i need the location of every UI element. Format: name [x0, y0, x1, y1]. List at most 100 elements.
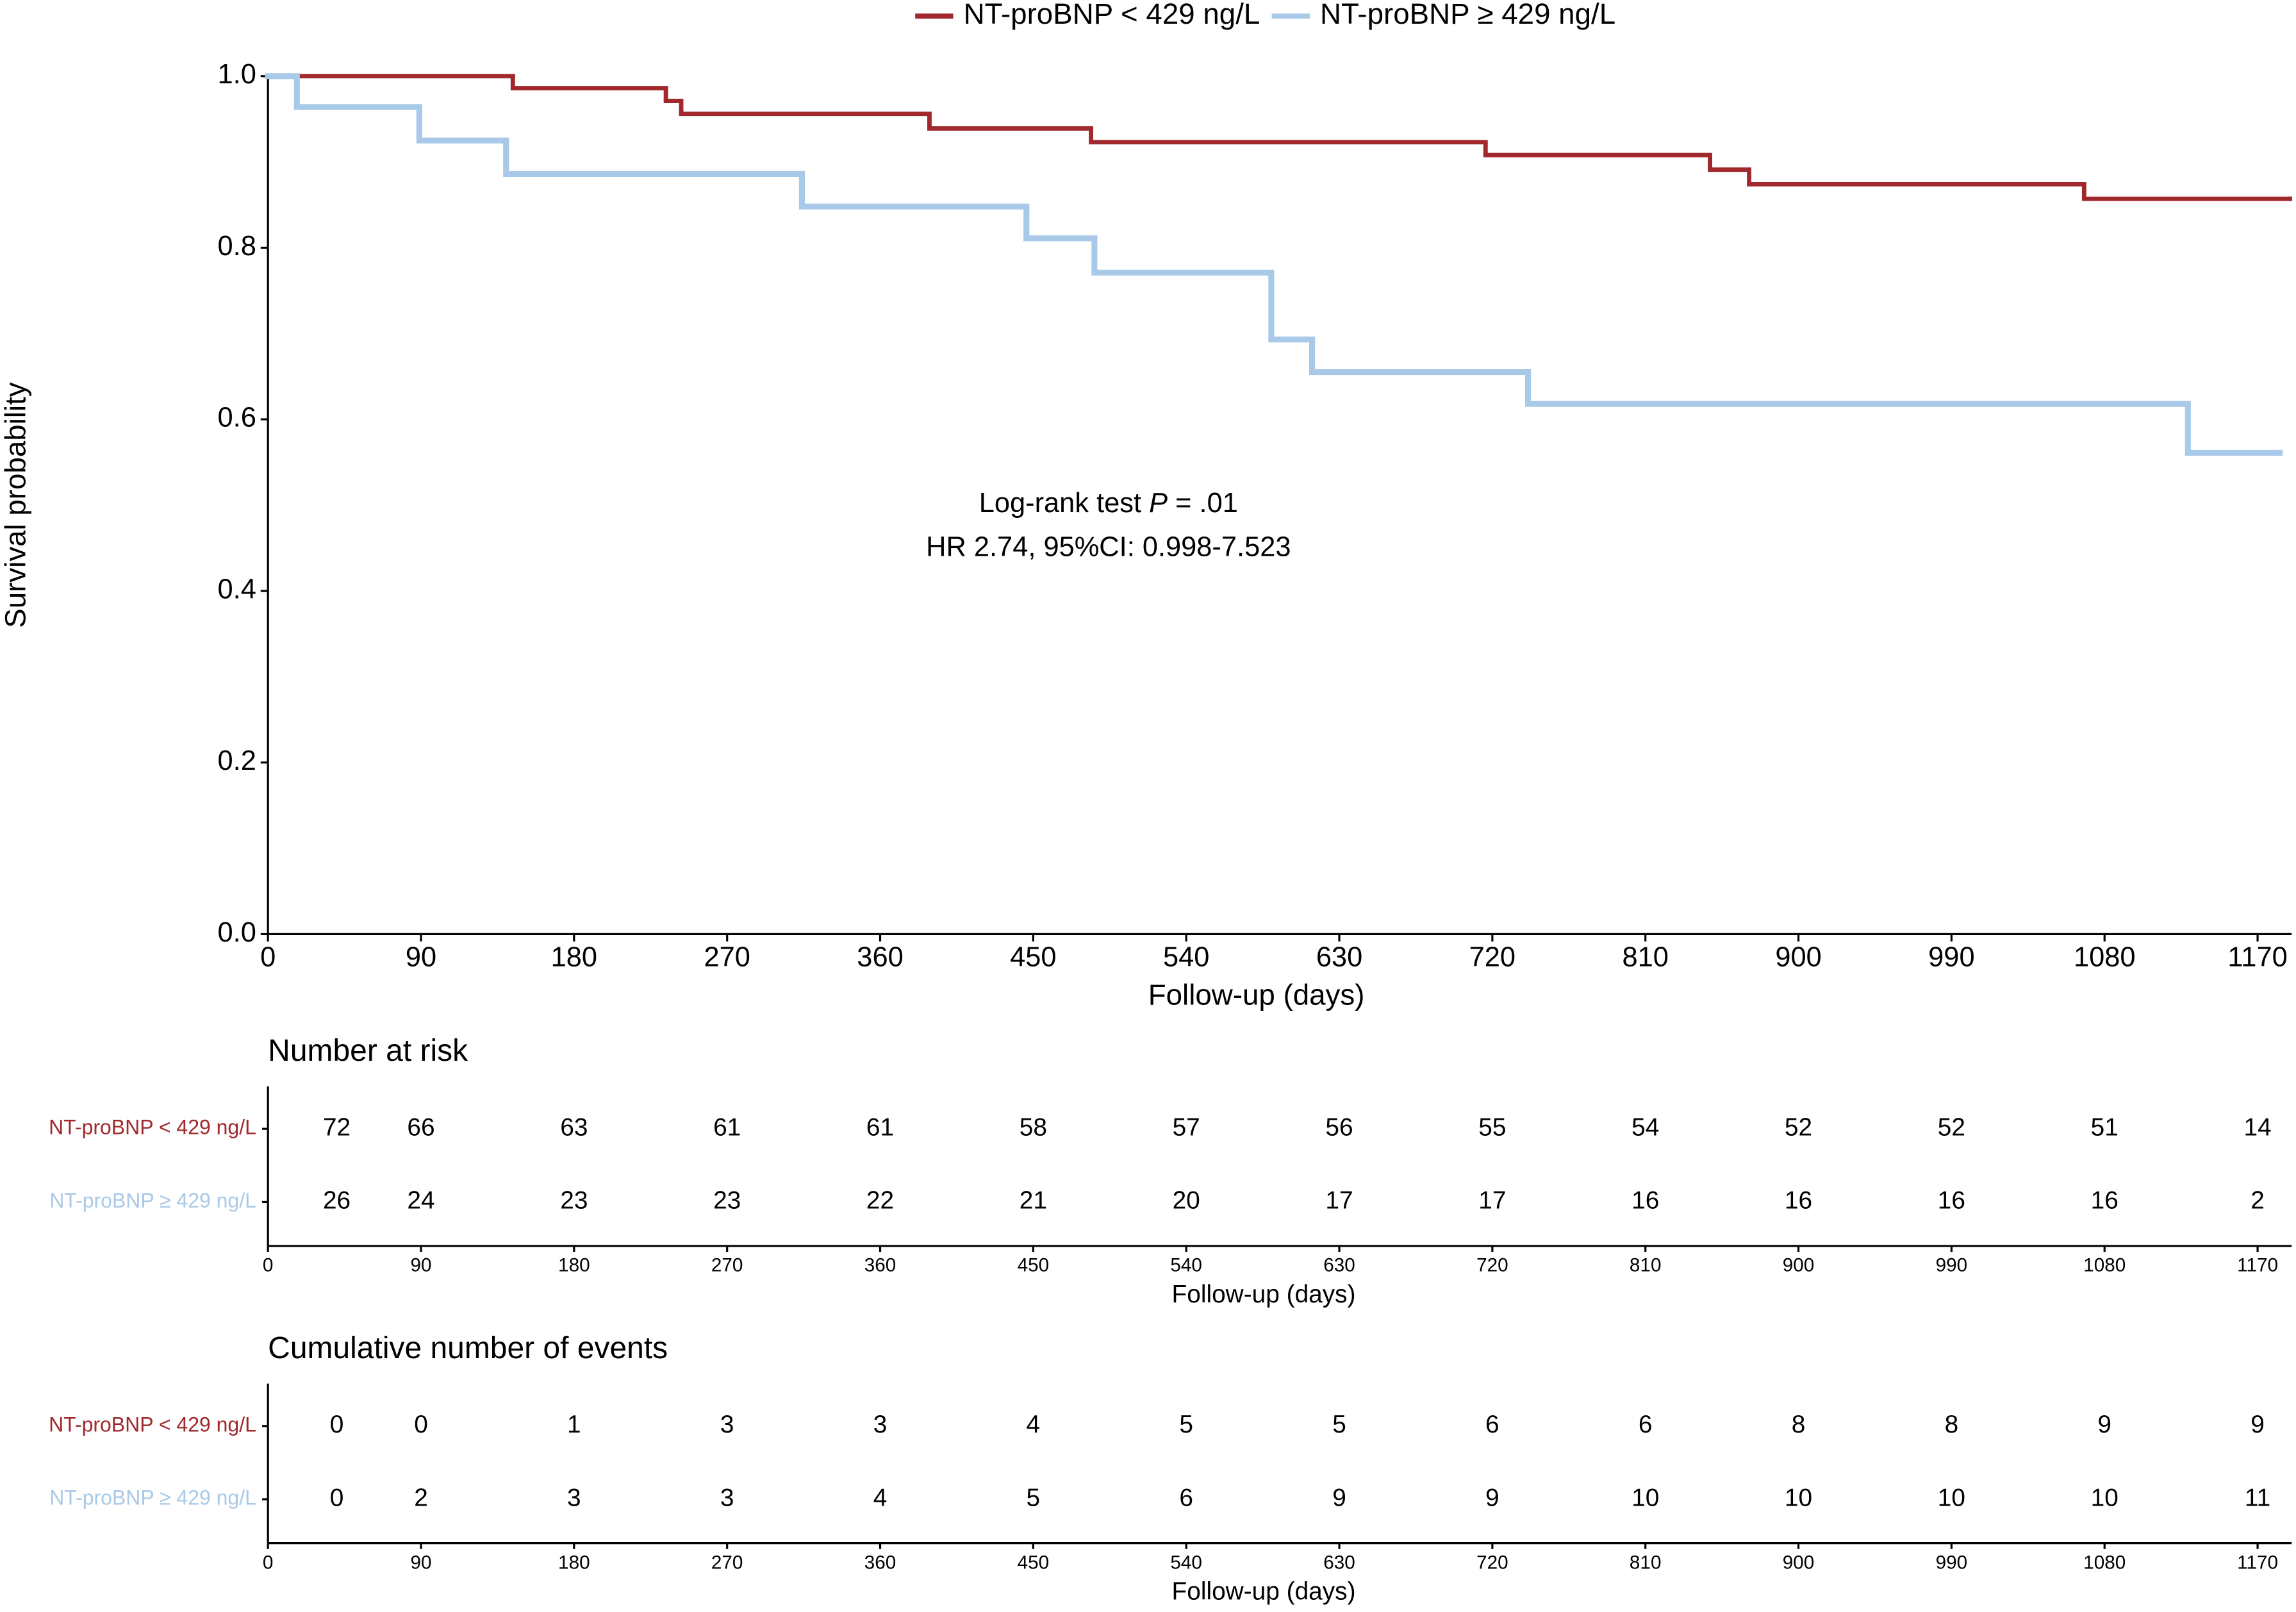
- y-tick-label: 0.4: [218, 574, 256, 604]
- table-value: 17: [1325, 1187, 1353, 1215]
- x-tick-label: 900: [1775, 942, 1821, 973]
- y-tick-label: 0.2: [218, 745, 256, 776]
- table-value: 0: [330, 1484, 344, 1511]
- x-tick-label: 0: [263, 1255, 274, 1276]
- table-value: 6: [1485, 1411, 1499, 1438]
- table-value: 3: [720, 1484, 734, 1511]
- row-label: NT-proBNP ≥ 429 ng/L: [49, 1486, 256, 1509]
- table-value: 16: [1938, 1187, 1965, 1215]
- x-tick-label: 810: [1630, 1255, 1662, 1276]
- x-tick-label: 1170: [2237, 1552, 2278, 1573]
- table-value: 5: [1332, 1411, 1346, 1438]
- x-tick-label: 900: [1783, 1255, 1815, 1276]
- table-value: 9: [1485, 1484, 1499, 1511]
- table-value: 16: [1631, 1187, 1659, 1215]
- x-tick-label: 990: [1936, 1552, 1968, 1573]
- row-label: NT-proBNP < 429 ng/L: [49, 1413, 256, 1436]
- x-tick-label: 990: [1928, 942, 1974, 973]
- x-tick-label: 1170: [2237, 1255, 2278, 1276]
- x-tick-label: 720: [1476, 1552, 1508, 1573]
- x-tick-label: 720: [1476, 1255, 1508, 1276]
- x-tick-label: 0: [263, 1552, 274, 1573]
- table-value: 5: [1179, 1411, 1193, 1438]
- table-value: 6: [1639, 1411, 1653, 1438]
- table-value: 10: [1631, 1484, 1659, 1511]
- y-tick-label: 0.8: [218, 231, 256, 262]
- x-tick-label: 1080: [2083, 1255, 2126, 1276]
- table-value: 52: [1785, 1113, 1812, 1141]
- x-tick-label: 810: [1630, 1552, 1662, 1573]
- table-value: 17: [1478, 1187, 1506, 1215]
- table-value: 11: [2245, 1484, 2270, 1511]
- x-tick-label: 630: [1316, 942, 1362, 973]
- annotation: HR 2.74, 95%CI: 0.998-7.523: [926, 532, 1291, 563]
- legend-label: NT-proBNP ≥ 429 ng/L: [1320, 0, 1615, 30]
- table-value: 26: [323, 1187, 351, 1215]
- x-tick-label: 0: [260, 942, 276, 973]
- x-tick-label: 90: [410, 1255, 431, 1276]
- annotation-part: P: [1149, 488, 1168, 519]
- x-tick-label: 1080: [2083, 1552, 2126, 1573]
- table-value: 3: [720, 1411, 734, 1438]
- table-value: 24: [407, 1187, 434, 1215]
- table-value: 9: [2097, 1411, 2111, 1438]
- y-tick-label: 1.0: [218, 59, 256, 90]
- table-value: 57: [1173, 1113, 1200, 1141]
- table-value: 10: [1785, 1484, 1812, 1511]
- x-tick-label: 270: [711, 1552, 743, 1573]
- x-axis-label: Follow-up (days): [1148, 979, 1365, 1011]
- x-tick-label: 990: [1936, 1255, 1968, 1276]
- annotation-part: Log-rank test: [979, 488, 1149, 519]
- table-value: 0: [414, 1411, 428, 1438]
- y-tick-label: 0.6: [218, 403, 256, 433]
- table-value: 5: [1027, 1484, 1041, 1511]
- table-value: 51: [2091, 1113, 2118, 1141]
- table-value: 55: [1478, 1113, 1506, 1141]
- x-tick-label: 360: [864, 1552, 896, 1573]
- x-tick-label: 540: [1170, 1552, 1202, 1573]
- step-riser: [510, 76, 2086, 199]
- x-tick-label: 630: [1323, 1255, 1355, 1276]
- annotation-part: = .01: [1168, 488, 1238, 519]
- x-tick-label: 270: [711, 1255, 743, 1276]
- y-axis-label: Survival probability: [0, 382, 31, 628]
- table-value: 16: [2091, 1187, 2118, 1215]
- table-value: 10: [2091, 1484, 2118, 1511]
- table-value: 72: [323, 1113, 351, 1141]
- table-value: 8: [1945, 1411, 1959, 1438]
- y-tick-label: 0.0: [218, 917, 256, 948]
- table-value: 22: [866, 1187, 894, 1215]
- table-value: 21: [1020, 1187, 1047, 1215]
- table-value: 6: [1179, 1484, 1193, 1511]
- table-value: 9: [1332, 1484, 1346, 1511]
- table-value: 9: [2251, 1411, 2265, 1438]
- table-value: 4: [1027, 1411, 1041, 1438]
- table-value: 23: [713, 1187, 741, 1215]
- table-value: 3: [567, 1484, 581, 1511]
- x-tick-label: 360: [857, 942, 903, 973]
- table-value: 20: [1173, 1187, 1200, 1215]
- x-axis-label: Follow-up (days): [1172, 1578, 1356, 1606]
- x-tick-label: 540: [1163, 942, 1209, 973]
- annotation: Log-rank test P = .01: [979, 488, 1238, 519]
- x-tick-label: 360: [864, 1255, 896, 1276]
- x-tick-label: 450: [1018, 1552, 1050, 1573]
- table-value: 2: [2251, 1187, 2265, 1215]
- x-tick-label: 540: [1170, 1255, 1202, 1276]
- x-tick-label: 1080: [2074, 942, 2136, 973]
- annotation-part: HR 2.74, 95%CI: 0.998-7.523: [926, 532, 1291, 563]
- table-value: 3: [873, 1411, 888, 1438]
- x-tick-label: 720: [1469, 942, 1516, 973]
- table-value: 0: [330, 1411, 344, 1438]
- table-value: 8: [1792, 1411, 1806, 1438]
- x-tick-label: 90: [410, 1552, 431, 1573]
- x-tick-label: 180: [558, 1255, 590, 1276]
- x-tick-label: 90: [406, 942, 436, 973]
- table-value: 4: [873, 1484, 888, 1511]
- table-value: 14: [2243, 1113, 2271, 1141]
- step-riser: [293, 76, 2191, 453]
- table-title: Number at risk: [268, 1034, 468, 1068]
- table-value: 63: [560, 1113, 588, 1141]
- table-value: 10: [1938, 1484, 1965, 1511]
